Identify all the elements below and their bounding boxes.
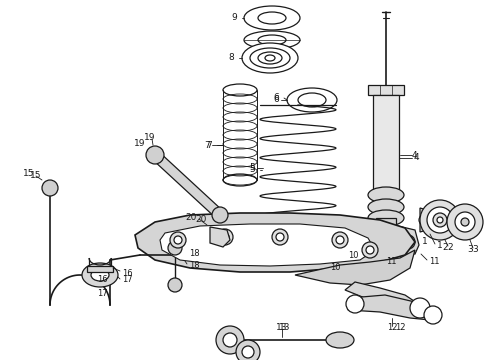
- Circle shape: [216, 326, 244, 354]
- Circle shape: [419, 215, 429, 225]
- Text: 17: 17: [122, 275, 133, 284]
- Ellipse shape: [298, 93, 326, 107]
- Text: 3: 3: [472, 246, 478, 255]
- Text: 13: 13: [279, 324, 291, 333]
- Text: 11: 11: [386, 257, 396, 266]
- Ellipse shape: [265, 55, 275, 61]
- Ellipse shape: [326, 332, 354, 348]
- Text: 9: 9: [231, 13, 237, 22]
- Circle shape: [168, 278, 182, 292]
- Ellipse shape: [258, 12, 286, 24]
- Ellipse shape: [244, 6, 300, 30]
- Text: 13: 13: [276, 323, 288, 332]
- Text: 20: 20: [186, 212, 197, 221]
- Polygon shape: [348, 295, 435, 320]
- Circle shape: [332, 232, 348, 248]
- Circle shape: [336, 236, 344, 244]
- Circle shape: [318, 238, 342, 262]
- Text: 1: 1: [422, 238, 428, 247]
- Text: 4: 4: [414, 153, 419, 162]
- Circle shape: [242, 346, 254, 358]
- Circle shape: [276, 233, 284, 241]
- Circle shape: [42, 180, 58, 196]
- Circle shape: [170, 232, 186, 248]
- Circle shape: [212, 207, 228, 223]
- Text: 12: 12: [387, 324, 397, 333]
- Text: 15: 15: [23, 170, 34, 179]
- Circle shape: [362, 242, 378, 258]
- Polygon shape: [295, 250, 415, 285]
- Ellipse shape: [91, 269, 109, 281]
- Text: 7: 7: [204, 140, 210, 149]
- Text: 11: 11: [429, 257, 440, 266]
- Circle shape: [366, 246, 374, 254]
- Circle shape: [420, 200, 460, 240]
- Circle shape: [324, 244, 336, 256]
- Circle shape: [217, 229, 233, 245]
- Polygon shape: [345, 282, 420, 315]
- Ellipse shape: [287, 88, 337, 112]
- Circle shape: [174, 236, 182, 244]
- Text: 20: 20: [196, 215, 207, 224]
- Ellipse shape: [258, 52, 282, 64]
- Ellipse shape: [258, 35, 286, 45]
- Polygon shape: [151, 151, 223, 219]
- Circle shape: [236, 340, 260, 360]
- Circle shape: [223, 333, 237, 347]
- Polygon shape: [420, 208, 434, 232]
- Polygon shape: [210, 227, 230, 247]
- Text: 4: 4: [411, 150, 417, 159]
- Polygon shape: [160, 224, 375, 266]
- Circle shape: [146, 146, 164, 164]
- Ellipse shape: [242, 43, 298, 73]
- Bar: [368, 85, 404, 95]
- Text: 17: 17: [97, 288, 107, 297]
- Ellipse shape: [368, 210, 404, 226]
- Ellipse shape: [244, 31, 300, 49]
- Text: 2: 2: [447, 243, 453, 252]
- Text: 15: 15: [30, 171, 42, 180]
- Circle shape: [410, 298, 430, 318]
- Circle shape: [427, 207, 453, 233]
- Text: 7: 7: [206, 140, 212, 149]
- Circle shape: [168, 241, 182, 255]
- Polygon shape: [398, 226, 419, 254]
- Text: 18: 18: [189, 248, 199, 257]
- Bar: [373, 95, 399, 190]
- Bar: [376, 218, 396, 228]
- Ellipse shape: [250, 48, 290, 68]
- Text: 16: 16: [122, 269, 133, 278]
- Circle shape: [447, 204, 483, 240]
- Circle shape: [455, 212, 475, 232]
- Ellipse shape: [368, 199, 404, 215]
- Text: 18: 18: [189, 261, 199, 270]
- Text: 8: 8: [228, 54, 234, 63]
- Circle shape: [221, 233, 229, 241]
- Circle shape: [424, 306, 442, 324]
- Ellipse shape: [82, 263, 118, 287]
- Text: 3: 3: [467, 246, 473, 255]
- Text: 12: 12: [395, 323, 405, 332]
- Text: 2: 2: [442, 243, 448, 252]
- Text: 5: 5: [249, 166, 255, 175]
- Text: 1: 1: [437, 242, 443, 251]
- Text: 10: 10: [348, 251, 359, 260]
- Text: 6: 6: [273, 95, 279, 104]
- Text: 6: 6: [273, 94, 279, 103]
- Circle shape: [272, 229, 288, 245]
- Text: 5: 5: [249, 163, 255, 172]
- Circle shape: [437, 217, 443, 223]
- Circle shape: [433, 213, 447, 227]
- Text: 16: 16: [97, 275, 107, 284]
- Circle shape: [461, 218, 469, 226]
- Ellipse shape: [368, 187, 404, 203]
- Bar: [87, 266, 113, 272]
- Text: 10: 10: [330, 264, 340, 273]
- Circle shape: [401, 235, 415, 249]
- Circle shape: [346, 295, 364, 313]
- Text: 19: 19: [144, 132, 156, 141]
- Text: 19: 19: [134, 139, 146, 148]
- Polygon shape: [135, 213, 415, 272]
